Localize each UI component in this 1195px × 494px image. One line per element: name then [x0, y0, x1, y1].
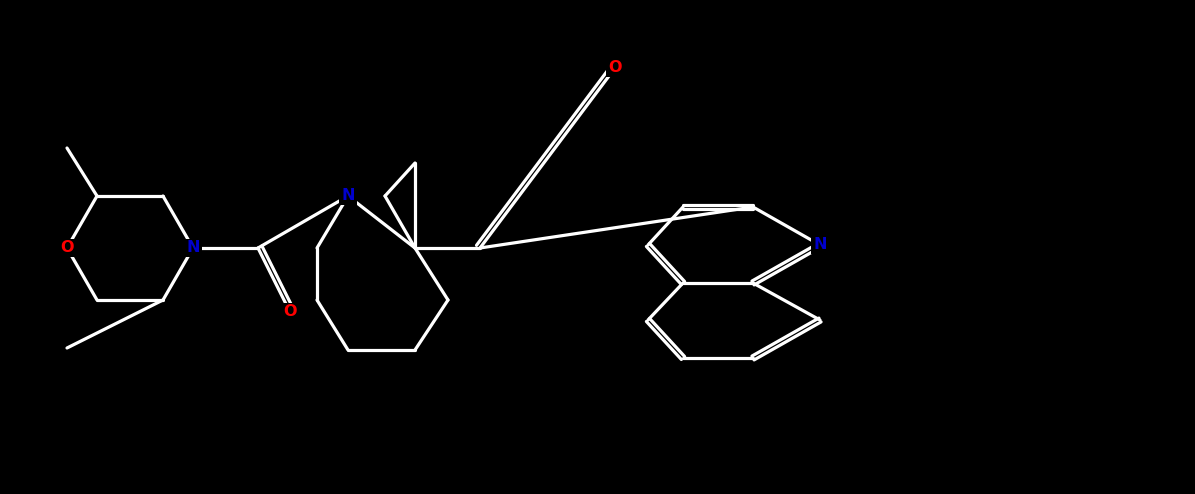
- Text: O: O: [608, 60, 621, 76]
- Text: O: O: [60, 241, 74, 255]
- Text: N: N: [342, 189, 355, 204]
- Text: O: O: [283, 304, 296, 320]
- Text: N: N: [186, 241, 200, 255]
- Text: N: N: [814, 238, 827, 252]
